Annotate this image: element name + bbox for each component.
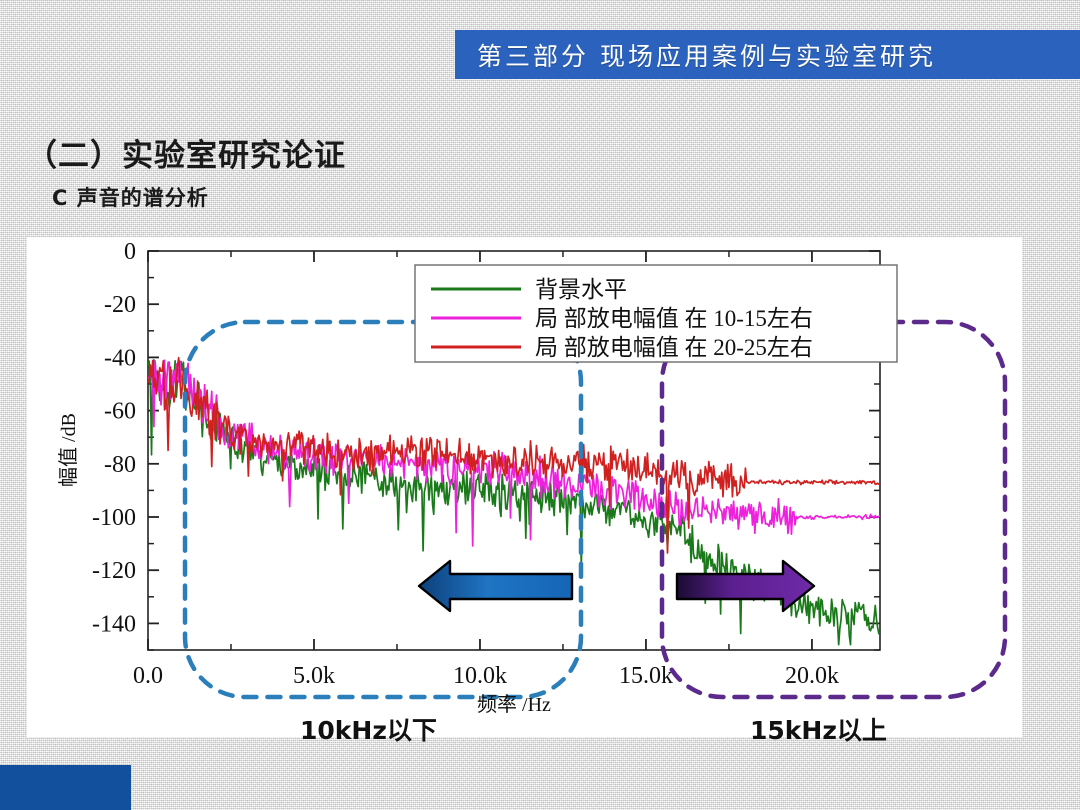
annotation-right-label: 15kHz以上 xyxy=(750,716,887,745)
page-subtitle: C 声音的谱分析 xyxy=(52,186,209,210)
x-axis: 0.0 5.0k 10.0k 15.0k 20.0k xyxy=(133,251,839,689)
y-tick-label: -60 xyxy=(104,399,136,425)
region-highlight-high xyxy=(659,319,1008,700)
legend-label-0: 背景水平 xyxy=(535,277,627,302)
corner-decoration xyxy=(0,765,131,810)
y-tick-label: -20 xyxy=(104,292,136,318)
header-banner-text: 第三部分 现场应用案例与实验室研究 xyxy=(477,41,936,71)
chart-panel: 0 -20 -40 -60 -80 -100 -120 -140 0.0 5.0k 10.0k 15… xyxy=(27,237,1022,737)
x-tick-label: 20.0k xyxy=(785,663,839,689)
right-arrow-icon xyxy=(675,559,816,613)
y-tick-label: 0 xyxy=(124,239,136,265)
page-title: （二）实验室研究论证 xyxy=(26,138,346,174)
header-banner: 第三部分 现场应用案例与实验室研究 xyxy=(455,30,1080,79)
annotation-left-label: 10kHz以下 xyxy=(300,716,437,745)
y-tick-label: -120 xyxy=(92,558,136,584)
y-axis: 0 -20 -40 -60 -80 -100 -120 -140 xyxy=(92,239,880,651)
y-tick-label: -100 xyxy=(92,505,136,531)
x-tick-label: 0.0 xyxy=(133,663,163,689)
x-tick-label: 5.0k xyxy=(293,663,335,689)
x-tick-label: 15.0k xyxy=(619,663,673,689)
y-axis-label: 幅值 /dB xyxy=(57,413,80,487)
y-tick-label: -40 xyxy=(104,345,136,371)
x-axis-label: 频率 /Hz xyxy=(477,693,551,716)
legend-label-2: 局 部放电幅值 在 20-25左右 xyxy=(535,335,813,360)
series-line-1 xyxy=(148,359,880,547)
left-arrow-icon xyxy=(417,559,574,613)
y-tick-label: -80 xyxy=(104,452,136,478)
legend-label-1: 局 部放电幅值 在 10-15左右 xyxy=(535,306,813,331)
chart-legend: 背景水平 局 部放电幅值 在 10-15左右 局 部放电幅值 在 20-25左右 xyxy=(414,264,898,363)
spectrum-chart: 0 -20 -40 -60 -80 -100 -120 -140 0.0 5.0k 10.0k 15… xyxy=(57,239,1008,716)
y-tick-label: -140 xyxy=(92,611,136,637)
x-tick-label: 10.0k xyxy=(453,663,507,689)
series-line-2 xyxy=(148,356,880,554)
